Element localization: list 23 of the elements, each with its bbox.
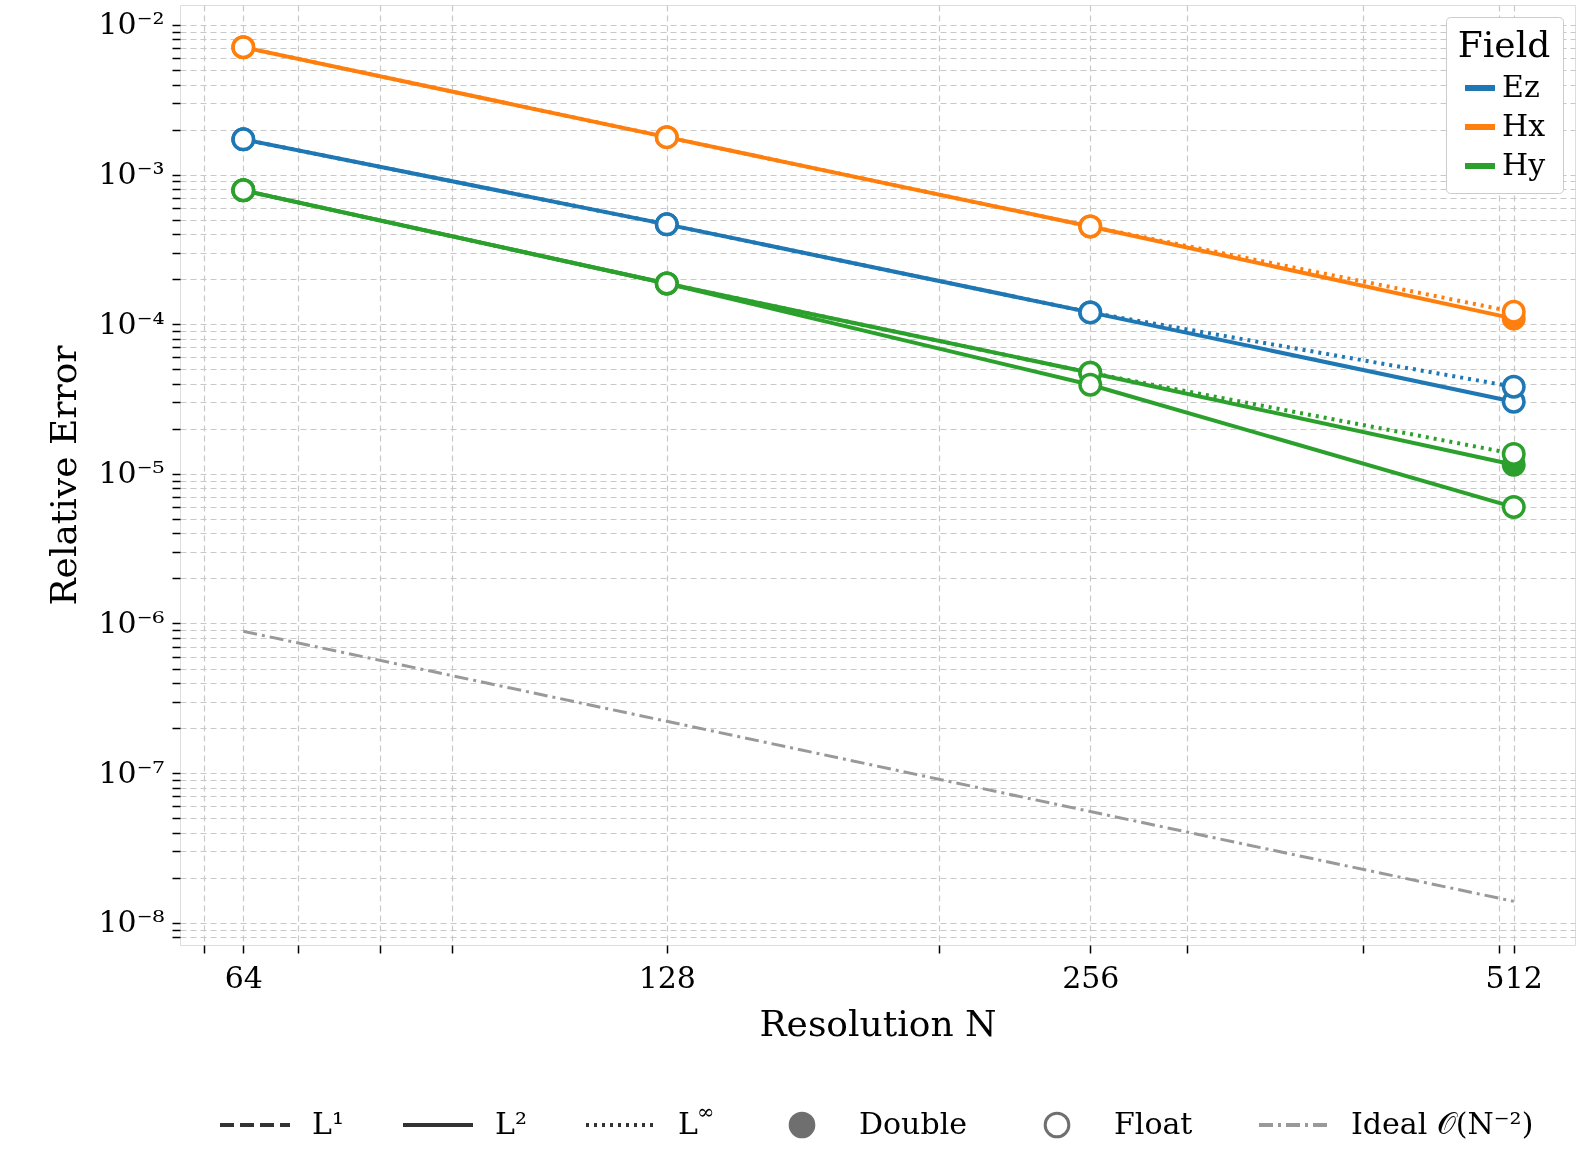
legend-label: Hy [1502, 147, 1546, 182]
y-tick-label: 10⁻⁷ [98, 754, 165, 790]
x-tick-label: 512 [1485, 959, 1543, 995]
text: Float [1114, 1106, 1193, 1141]
legend-title: Field [1457, 24, 1551, 65]
y-tick-label: 10⁻³ [98, 156, 165, 192]
y-tick-label: 10⁻⁴ [98, 305, 165, 341]
text: L∞ [678, 1100, 715, 1141]
y-tick-label: 10⁻⁸ [98, 904, 165, 940]
x-axis-title: Resolution N [759, 1002, 997, 1044]
y-axis-title: Relative Error [43, 344, 85, 606]
text: Ideal 𝒪(N⁻²) [1351, 1106, 1534, 1141]
x-tick-label: 64 [224, 959, 263, 995]
text: Double [859, 1106, 967, 1141]
legend-label: Ez [1502, 69, 1540, 104]
x-tick-label: 256 [1062, 959, 1120, 995]
text: L¹ [312, 1106, 344, 1141]
y-tick-label: 10⁻⁶ [98, 604, 165, 640]
text: L² [495, 1106, 527, 1141]
y-tick-label: 10⁻⁵ [98, 455, 165, 491]
legend-label: Hx [1502, 108, 1546, 143]
y-tick-label: 10⁻² [98, 6, 165, 42]
x-tick-label: 128 [638, 959, 696, 995]
